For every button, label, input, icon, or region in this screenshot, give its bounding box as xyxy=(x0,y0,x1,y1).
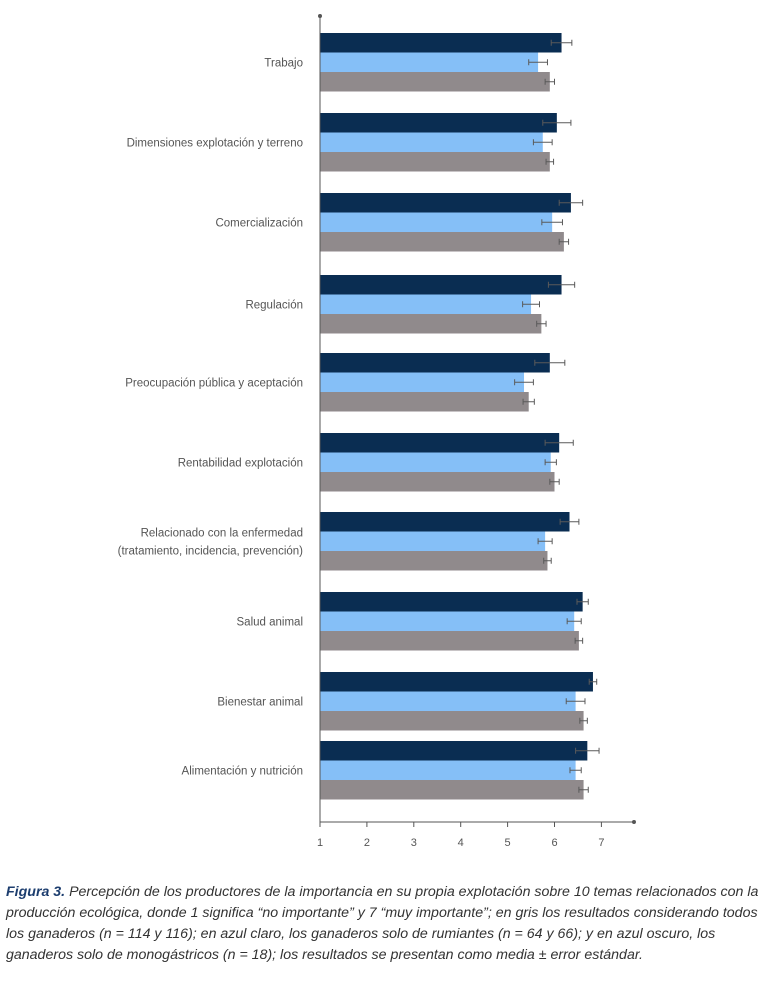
bar-8-series-3 xyxy=(320,631,579,651)
bar-5-series-2 xyxy=(320,372,525,392)
bar-4-series-2 xyxy=(320,294,532,314)
bar-2-series-1 xyxy=(320,113,557,133)
category-label-9: Bienestar animal xyxy=(217,696,303,708)
bar-7-series-2 xyxy=(320,531,546,551)
category-label-3: Comercialización xyxy=(215,217,303,229)
category-label-10: Alimentación y nutrición xyxy=(182,765,303,777)
category-label-2: Dimensiones explotación y terreno xyxy=(127,137,303,149)
y-axis-end-dot xyxy=(318,14,322,18)
bar-6-series-2 xyxy=(320,452,551,472)
bar-9-series-3 xyxy=(320,711,584,731)
category-label-1: Trabajo xyxy=(264,57,303,69)
bar-2-series-2 xyxy=(320,132,543,152)
bar-5-series-3 xyxy=(320,392,529,412)
caption-text: Percepción de los productores de la impo… xyxy=(6,884,759,963)
bar-9-series-1 xyxy=(320,672,593,692)
x-tick-label-5: 5 xyxy=(505,837,511,849)
bar-1-series-1 xyxy=(320,33,562,53)
bar-3-series-1 xyxy=(320,193,571,213)
figure-label: Figura 3. xyxy=(6,884,66,900)
bar-7-series-3 xyxy=(320,551,548,571)
category-label-7-line-1: Relacionado con la enfermedad xyxy=(141,527,303,539)
category-label-5: Preocupación pública y aceptación xyxy=(125,377,303,389)
bar-chart: Trabajo Dimensiones explotación y terreno… xyxy=(118,14,636,849)
bar-5-series-1 xyxy=(320,353,550,373)
bar-2-series-3 xyxy=(320,152,550,172)
x-tick-label-1: 1 xyxy=(317,837,323,849)
category-label-7-line-2: (tratamiento, incidencia, prevención) xyxy=(118,545,304,557)
bar-1-series-2 xyxy=(320,52,539,72)
x-tick-label-6: 6 xyxy=(551,837,557,849)
bar-4-series-3 xyxy=(320,314,542,334)
bar-4-series-1 xyxy=(320,275,562,295)
bar-6-series-3 xyxy=(320,472,555,492)
bar-7-series-1 xyxy=(320,512,570,532)
category-label-8: Salud animal xyxy=(237,616,303,628)
figure-caption: Figura 3. Percepción de los productores … xyxy=(6,882,762,966)
x-tick-label-3: 3 xyxy=(411,837,417,849)
bar-8-series-1 xyxy=(320,592,583,612)
bar-6-series-1 xyxy=(320,433,560,453)
category-label-4: Regulación xyxy=(245,299,303,311)
bar-10-series-1 xyxy=(320,741,588,761)
bar-3-series-2 xyxy=(320,212,553,232)
bar-10-series-2 xyxy=(320,760,576,780)
bar-1-series-3 xyxy=(320,72,550,92)
bar-3-series-3 xyxy=(320,232,564,252)
bar-8-series-2 xyxy=(320,611,575,631)
category-label-6: Rentabilidad explotación xyxy=(178,457,303,469)
x-tick-label-7: 7 xyxy=(598,837,604,849)
x-tick-label-4: 4 xyxy=(458,837,464,849)
bar-9-series-2 xyxy=(320,691,576,711)
x-axis-end-dot xyxy=(632,820,636,824)
x-tick-label-2: 2 xyxy=(364,837,370,849)
bar-10-series-3 xyxy=(320,780,584,800)
